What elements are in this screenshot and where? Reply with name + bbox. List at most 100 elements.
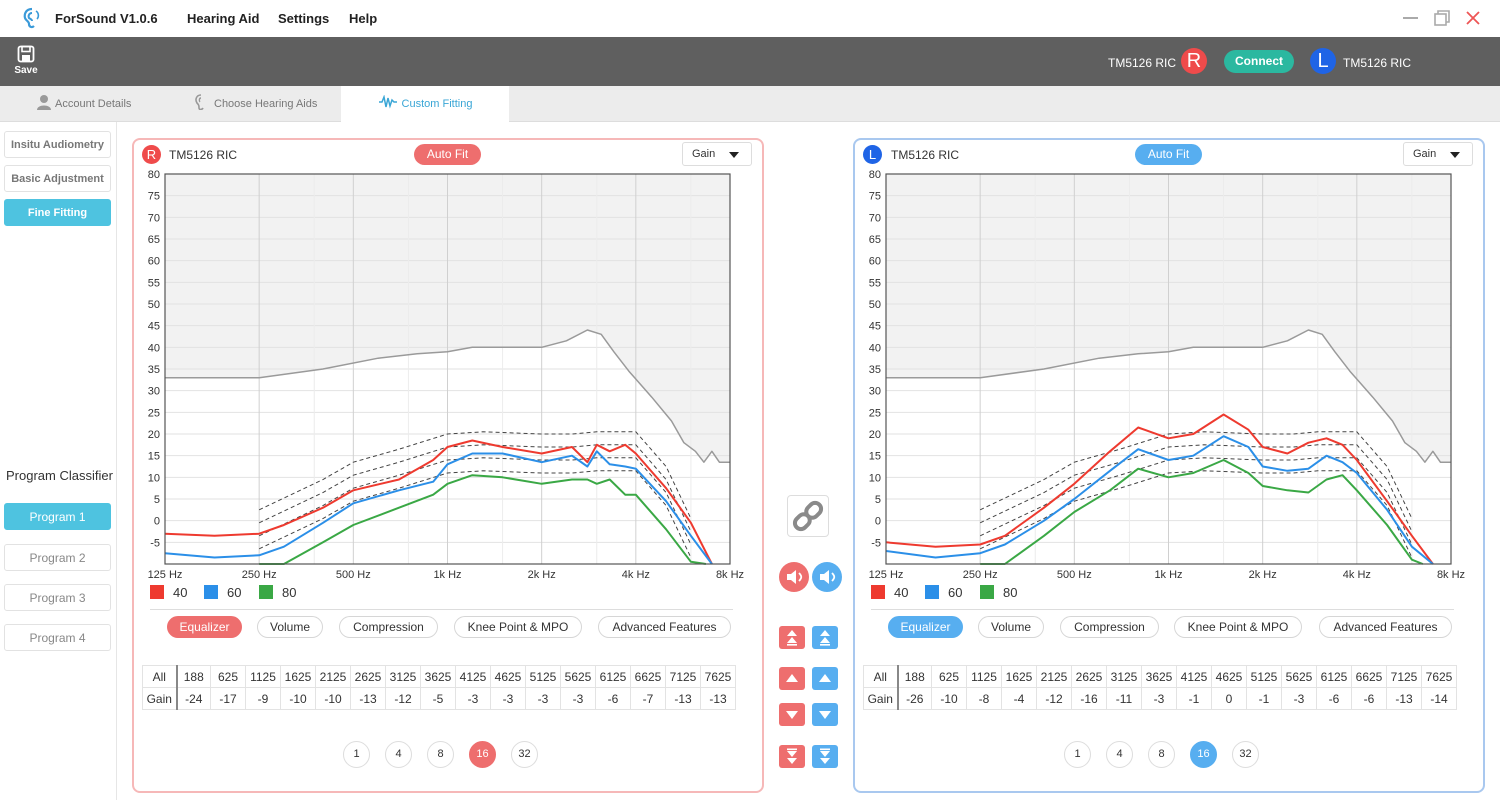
program-3-button[interactable]: Program 3	[4, 584, 111, 611]
eq-freq-3125[interactable]: 3125	[1106, 665, 1142, 688]
left-advanced-features-tab[interactable]: Advanced Features	[1319, 616, 1452, 638]
eq-freq-2125[interactable]: 2125	[1036, 665, 1072, 688]
eq-gain-7625[interactable]: -14	[1421, 687, 1457, 710]
eq-freq-7625[interactable]: 7625	[700, 665, 736, 688]
right-channels-1[interactable]: 1	[343, 741, 370, 768]
eq-gain-188[interactable]: -26	[897, 687, 932, 710]
right-volume-tab[interactable]: Volume	[257, 616, 323, 638]
step-insitu-audiometry[interactable]: Insitu Audiometry	[4, 131, 111, 158]
right-knee-point-mpo-tab[interactable]: Knee Point & MPO	[454, 616, 582, 638]
eq-freq-4625[interactable]: 4625	[1211, 665, 1247, 688]
left-compression-tab[interactable]: Compression	[1060, 616, 1159, 638]
eq-freq-2125[interactable]: 2125	[315, 665, 351, 688]
eq-gain-4625[interactable]: 0	[1211, 687, 1247, 710]
eq-gain-1125[interactable]: -8	[966, 687, 1002, 710]
eq-gain-1625[interactable]: -4	[1001, 687, 1037, 710]
eq-freq-6125[interactable]: 6125	[595, 665, 631, 688]
eq-gain-2625[interactable]: -16	[1071, 687, 1107, 710]
program-1-button[interactable]: Program 1	[4, 503, 111, 530]
left-knee-point-mpo-tab[interactable]: Knee Point & MPO	[1174, 616, 1302, 638]
eq-freq-1625[interactable]: 1625	[1001, 665, 1037, 688]
left-gain-down-large-button[interactable]	[812, 745, 838, 768]
connect-button[interactable]: Connect	[1224, 50, 1294, 73]
eq-freq-5125[interactable]: 5125	[1246, 665, 1282, 688]
eq-gain-3625[interactable]: -5	[420, 687, 456, 710]
eq-gain-625[interactable]: -10	[931, 687, 967, 710]
eq-freq-7625[interactable]: 7625	[1421, 665, 1457, 688]
step-basic-adjustment[interactable]: Basic Adjustment	[4, 165, 111, 192]
left-gain-down-button[interactable]	[812, 703, 838, 726]
eq-freq-7125[interactable]: 7125	[665, 665, 701, 688]
right-compression-tab[interactable]: Compression	[339, 616, 438, 638]
eq-freq-6625[interactable]: 6625	[630, 665, 666, 688]
eq-all-button[interactable]: All	[142, 665, 178, 688]
left-channels-1[interactable]: 1	[1064, 741, 1091, 768]
eq-freq-625[interactable]: 625	[931, 665, 967, 688]
eq-all-button[interactable]: All	[863, 665, 899, 688]
eq-freq-2625[interactable]: 2625	[350, 665, 386, 688]
eq-gain-4625[interactable]: -3	[490, 687, 526, 710]
right-auto-fit-button[interactable]: Auto Fit	[414, 144, 481, 165]
eq-freq-6625[interactable]: 6625	[1351, 665, 1387, 688]
program-2-button[interactable]: Program 2	[4, 544, 111, 571]
right-advanced-features-tab[interactable]: Advanced Features	[598, 616, 731, 638]
eq-gain-4125[interactable]: -3	[455, 687, 491, 710]
eq-gain-6625[interactable]: -6	[1351, 687, 1387, 710]
left-channels-4[interactable]: 4	[1106, 741, 1133, 768]
left-equalizer-tab[interactable]: Equalizer	[888, 616, 963, 638]
eq-freq-5625[interactable]: 5625	[1281, 665, 1317, 688]
tab-account-details[interactable]: Account Details	[36, 86, 186, 122]
eq-gain-5625[interactable]: -3	[560, 687, 596, 710]
eq-freq-2625[interactable]: 2625	[1071, 665, 1107, 688]
right-gain-up-button[interactable]	[779, 667, 805, 690]
eq-gain-7125[interactable]: -13	[1386, 687, 1422, 710]
right-speaker-button[interactable]	[779, 562, 809, 592]
program-4-button[interactable]: Program 4	[4, 624, 111, 651]
right-channels-4[interactable]: 4	[385, 741, 412, 768]
eq-freq-7125[interactable]: 7125	[1386, 665, 1422, 688]
left-channels-8[interactable]: 8	[1148, 741, 1175, 768]
restore-icon[interactable]	[1432, 8, 1452, 28]
eq-freq-4125[interactable]: 4125	[1176, 665, 1212, 688]
left-channels-16[interactable]: 16	[1190, 741, 1217, 768]
left-auto-fit-button[interactable]: Auto Fit	[1135, 144, 1202, 165]
eq-freq-6125[interactable]: 6125	[1316, 665, 1352, 688]
eq-gain-7625[interactable]: -13	[700, 687, 736, 710]
menu-hearing-aid[interactable]: Hearing Aid	[187, 11, 260, 26]
eq-gain-4125[interactable]: -1	[1176, 687, 1212, 710]
eq-gain-2125[interactable]: -10	[315, 687, 351, 710]
right-channels-32[interactable]: 32	[511, 741, 538, 768]
right-gain-up-large-button[interactable]	[779, 626, 805, 649]
eq-freq-4125[interactable]: 4125	[455, 665, 491, 688]
eq-gain-1625[interactable]: -10	[280, 687, 316, 710]
minimize-icon[interactable]	[1401, 8, 1421, 28]
eq-gain-6125[interactable]: -6	[595, 687, 631, 710]
eq-freq-188[interactable]: 188	[176, 665, 211, 688]
right-channels-16[interactable]: 16	[469, 741, 496, 768]
left-gain-up-button[interactable]	[812, 667, 838, 690]
menu-settings[interactable]: Settings	[278, 11, 330, 26]
right-equalizer-tab[interactable]: Equalizer	[167, 616, 242, 638]
eq-freq-1625[interactable]: 1625	[280, 665, 316, 688]
eq-gain-2625[interactable]: -13	[350, 687, 386, 710]
eq-gain-3125[interactable]: -12	[385, 687, 421, 710]
right-gain-down-large-button[interactable]	[779, 745, 805, 768]
eq-gain-188[interactable]: -24	[176, 687, 211, 710]
link-ears-button[interactable]	[787, 495, 829, 537]
eq-gain-1125[interactable]: -9	[245, 687, 281, 710]
left-gain-up-large-button[interactable]	[812, 626, 838, 649]
eq-freq-1125[interactable]: 1125	[966, 665, 1002, 688]
close-icon[interactable]	[1463, 8, 1483, 28]
eq-gain-625[interactable]: -17	[210, 687, 246, 710]
eq-gain-7125[interactable]: -13	[665, 687, 701, 710]
eq-freq-3625[interactable]: 3625	[420, 665, 456, 688]
eq-gain-6625[interactable]: -7	[630, 687, 666, 710]
eq-gain-3125[interactable]: -11	[1106, 687, 1142, 710]
right-gain-down-button[interactable]	[779, 703, 805, 726]
eq-freq-625[interactable]: 625	[210, 665, 246, 688]
tab-choose-hearing-aids[interactable]: Choose Hearing Aids	[193, 86, 343, 122]
eq-freq-188[interactable]: 188	[897, 665, 932, 688]
left-gain-select[interactable]: Gain	[1403, 142, 1473, 166]
left-channels-32[interactable]: 32	[1232, 741, 1259, 768]
eq-gain-5625[interactable]: -3	[1281, 687, 1317, 710]
